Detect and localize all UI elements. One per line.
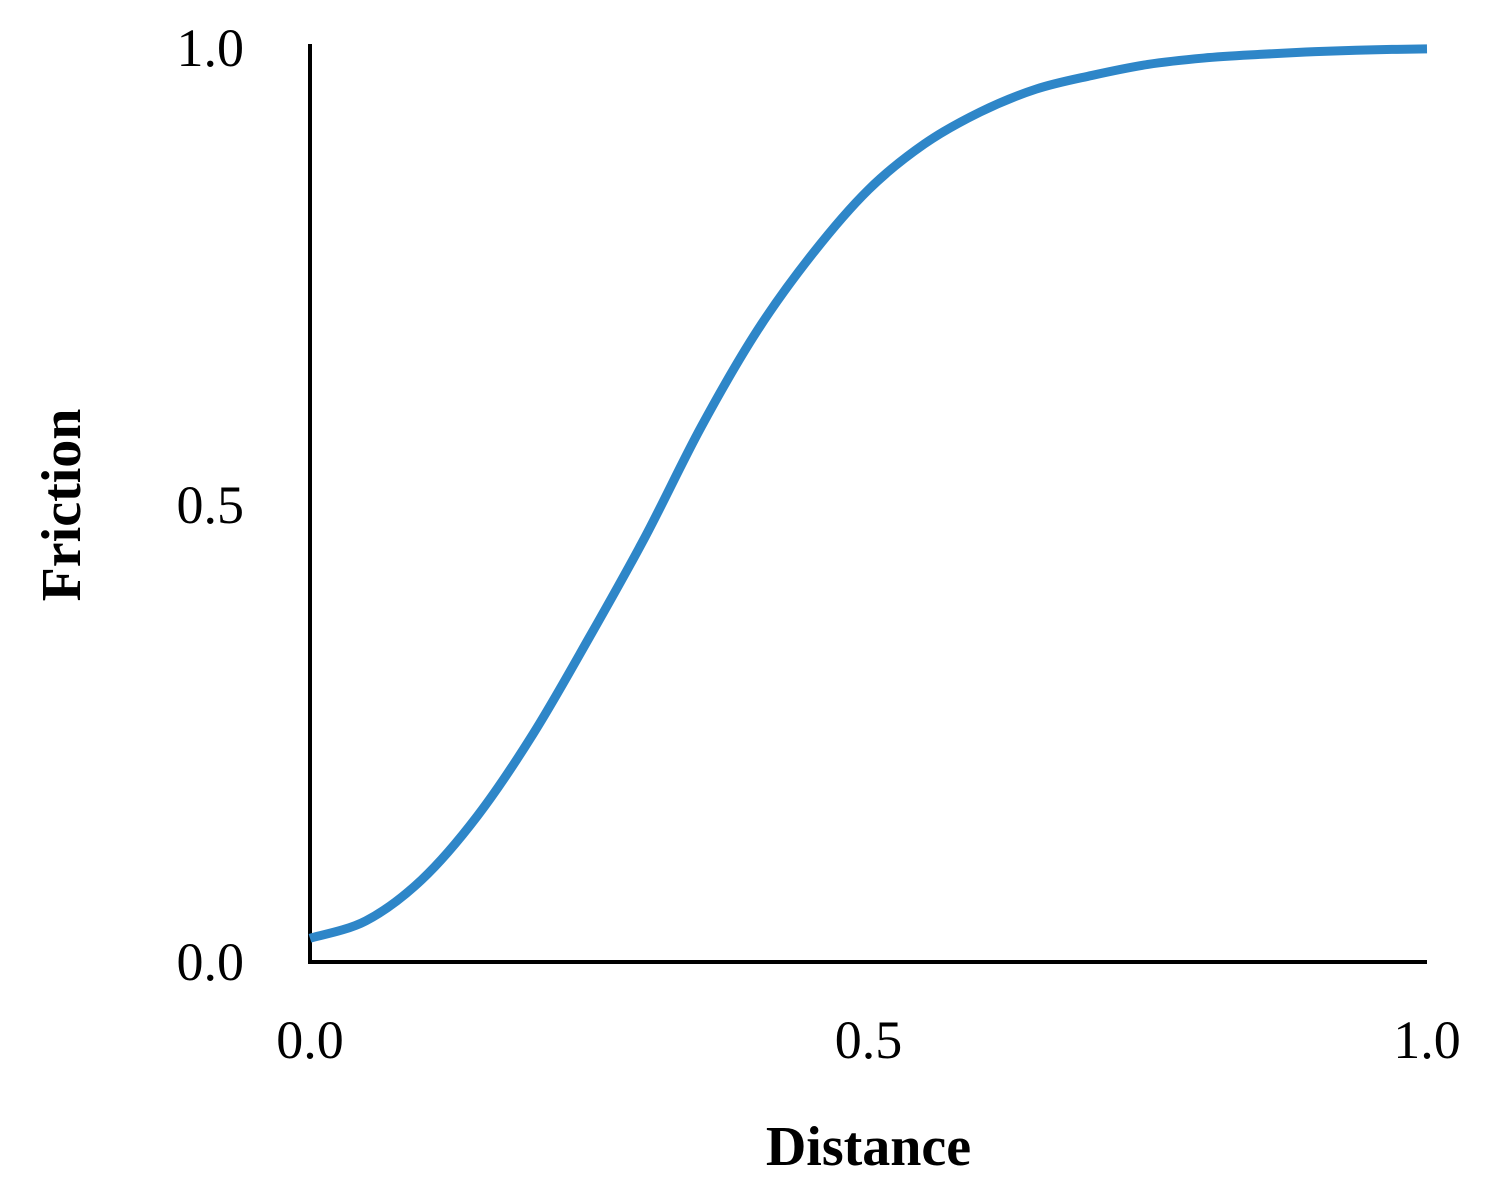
y-tick-label: 1.0	[177, 18, 245, 78]
x-tick-label: 1.0	[1393, 1010, 1461, 1070]
x-tick-labels: 0.0 0.5 1.0	[276, 1010, 1461, 1070]
x-tick-label: 0.5	[835, 1010, 903, 1070]
series-layer	[308, 44, 1428, 943]
y-axis-title: Friction	[31, 409, 93, 602]
axes	[308, 44, 1427, 964]
x-tick-label: 0.0	[276, 1010, 344, 1070]
y-tick-label: 0.0	[177, 932, 245, 992]
y-tick-labels: 0.0 0.5 1.0	[177, 18, 245, 992]
series-line-0	[308, 44, 1428, 943]
y-tick-label: 0.5	[177, 475, 245, 535]
x-axis-title: Distance	[766, 1116, 971, 1178]
